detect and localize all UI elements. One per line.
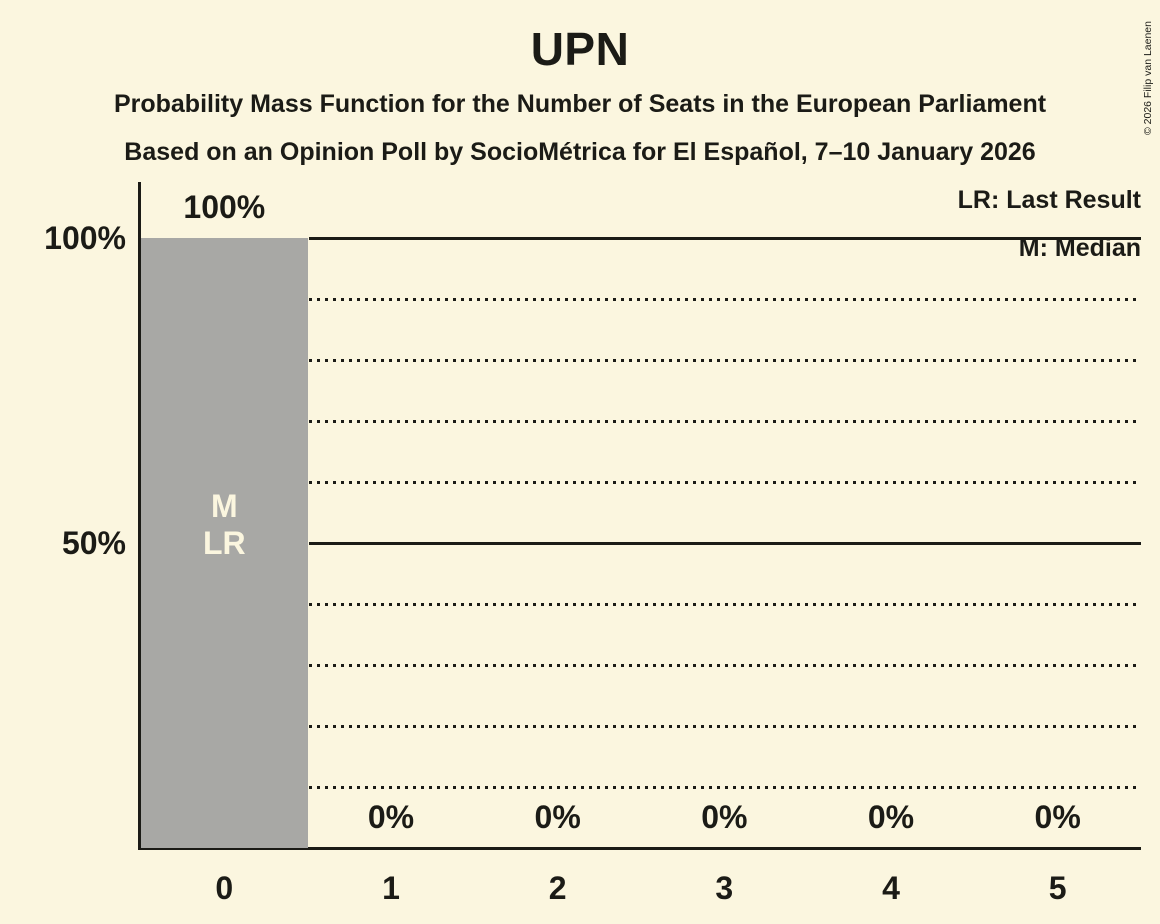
- chart-title: UPN: [530, 23, 630, 75]
- gridline-80pct: [308, 359, 1141, 362]
- bar-value-label-0: 100%: [183, 189, 266, 225]
- gridline-100pct: [308, 236, 1141, 240]
- gridline-40pct: [308, 603, 1141, 606]
- bar-annotation-line-lr: LR: [203, 525, 246, 561]
- x-tick-label-2: 2: [548, 870, 567, 906]
- bar-value-label-4: 0%: [867, 799, 915, 835]
- x-axis-line: [138, 847, 1141, 850]
- gridline-30pct: [308, 664, 1141, 667]
- bar-value-label-2: 0%: [534, 799, 581, 835]
- x-tick-label-3: 3: [715, 870, 734, 906]
- bar-annotation-line-m: M: [211, 488, 238, 524]
- gridline-10pct: [308, 786, 1141, 789]
- x-tick-label-5: 5: [1048, 870, 1067, 906]
- gridline-20pct: [308, 725, 1141, 728]
- y-tick-label-100pct: 100%: [44, 220, 126, 256]
- chart-subtitle-line1: Probability Mass Function for the Number…: [113, 90, 1047, 118]
- x-tick-label-1: 1: [382, 870, 400, 906]
- legend-last-result: LR: Last Result: [957, 186, 1141, 214]
- gridline-70pct: [308, 420, 1141, 423]
- bar-value-label-1: 0%: [367, 799, 415, 835]
- y-axis-line: [138, 182, 141, 850]
- x-tick-label-4: 4: [882, 870, 900, 906]
- bar-seats-0: [141, 238, 308, 848]
- copyright-notice: © 2026 Filip van Laenen: [1142, 21, 1154, 135]
- gridline-60pct: [308, 481, 1141, 484]
- bar-value-label-5: 0%: [1034, 799, 1081, 835]
- chart-subtitle-line2: Based on an Opinion Poll by SocioMétrica…: [124, 138, 1036, 166]
- gridline-50pct: [308, 541, 1141, 545]
- bar-annotation-median-lastresult: M LR: [141, 488, 308, 562]
- bar-value-label-3: 0%: [701, 799, 748, 835]
- x-tick-label-0: 0: [215, 870, 234, 906]
- y-tick-label-50pct: 50%: [61, 525, 126, 561]
- gridline-90pct: [308, 298, 1141, 301]
